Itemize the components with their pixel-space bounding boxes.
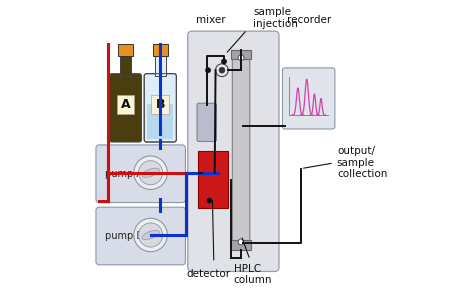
FancyBboxPatch shape [283,68,335,129]
Bar [198,151,228,208]
Circle shape [238,239,244,245]
Ellipse shape [142,168,159,177]
Bar [152,95,169,114]
Bar [231,50,251,59]
Circle shape [134,218,167,252]
FancyBboxPatch shape [109,74,142,142]
Bar [153,44,168,56]
Circle shape [138,223,163,247]
FancyBboxPatch shape [232,58,250,242]
Bar [120,56,131,76]
Text: B: B [155,98,165,111]
FancyBboxPatch shape [197,103,217,141]
Text: pump B: pump B [105,231,143,241]
Bar [155,56,166,76]
FancyBboxPatch shape [96,207,185,265]
Circle shape [238,55,244,61]
Bar [231,240,251,250]
Circle shape [216,64,228,77]
Bar [147,104,173,139]
Ellipse shape [142,230,159,239]
Text: pump A: pump A [105,169,143,179]
Circle shape [219,67,225,73]
Bar [118,44,133,56]
Circle shape [207,198,212,203]
Text: A: A [121,98,130,111]
Text: mixer: mixer [196,15,225,24]
Circle shape [221,59,227,64]
Text: recorder: recorder [287,15,331,24]
Text: detector: detector [186,269,230,279]
FancyBboxPatch shape [144,74,176,142]
Text: HPLC
column: HPLC column [234,264,272,285]
Text: output/
sample
collection: output/ sample collection [337,146,387,180]
Circle shape [138,161,163,185]
Text: sample
injection: sample injection [253,7,298,29]
FancyBboxPatch shape [188,31,279,272]
Bar [117,95,134,114]
FancyBboxPatch shape [96,145,185,203]
Circle shape [205,68,210,73]
Circle shape [134,156,167,189]
